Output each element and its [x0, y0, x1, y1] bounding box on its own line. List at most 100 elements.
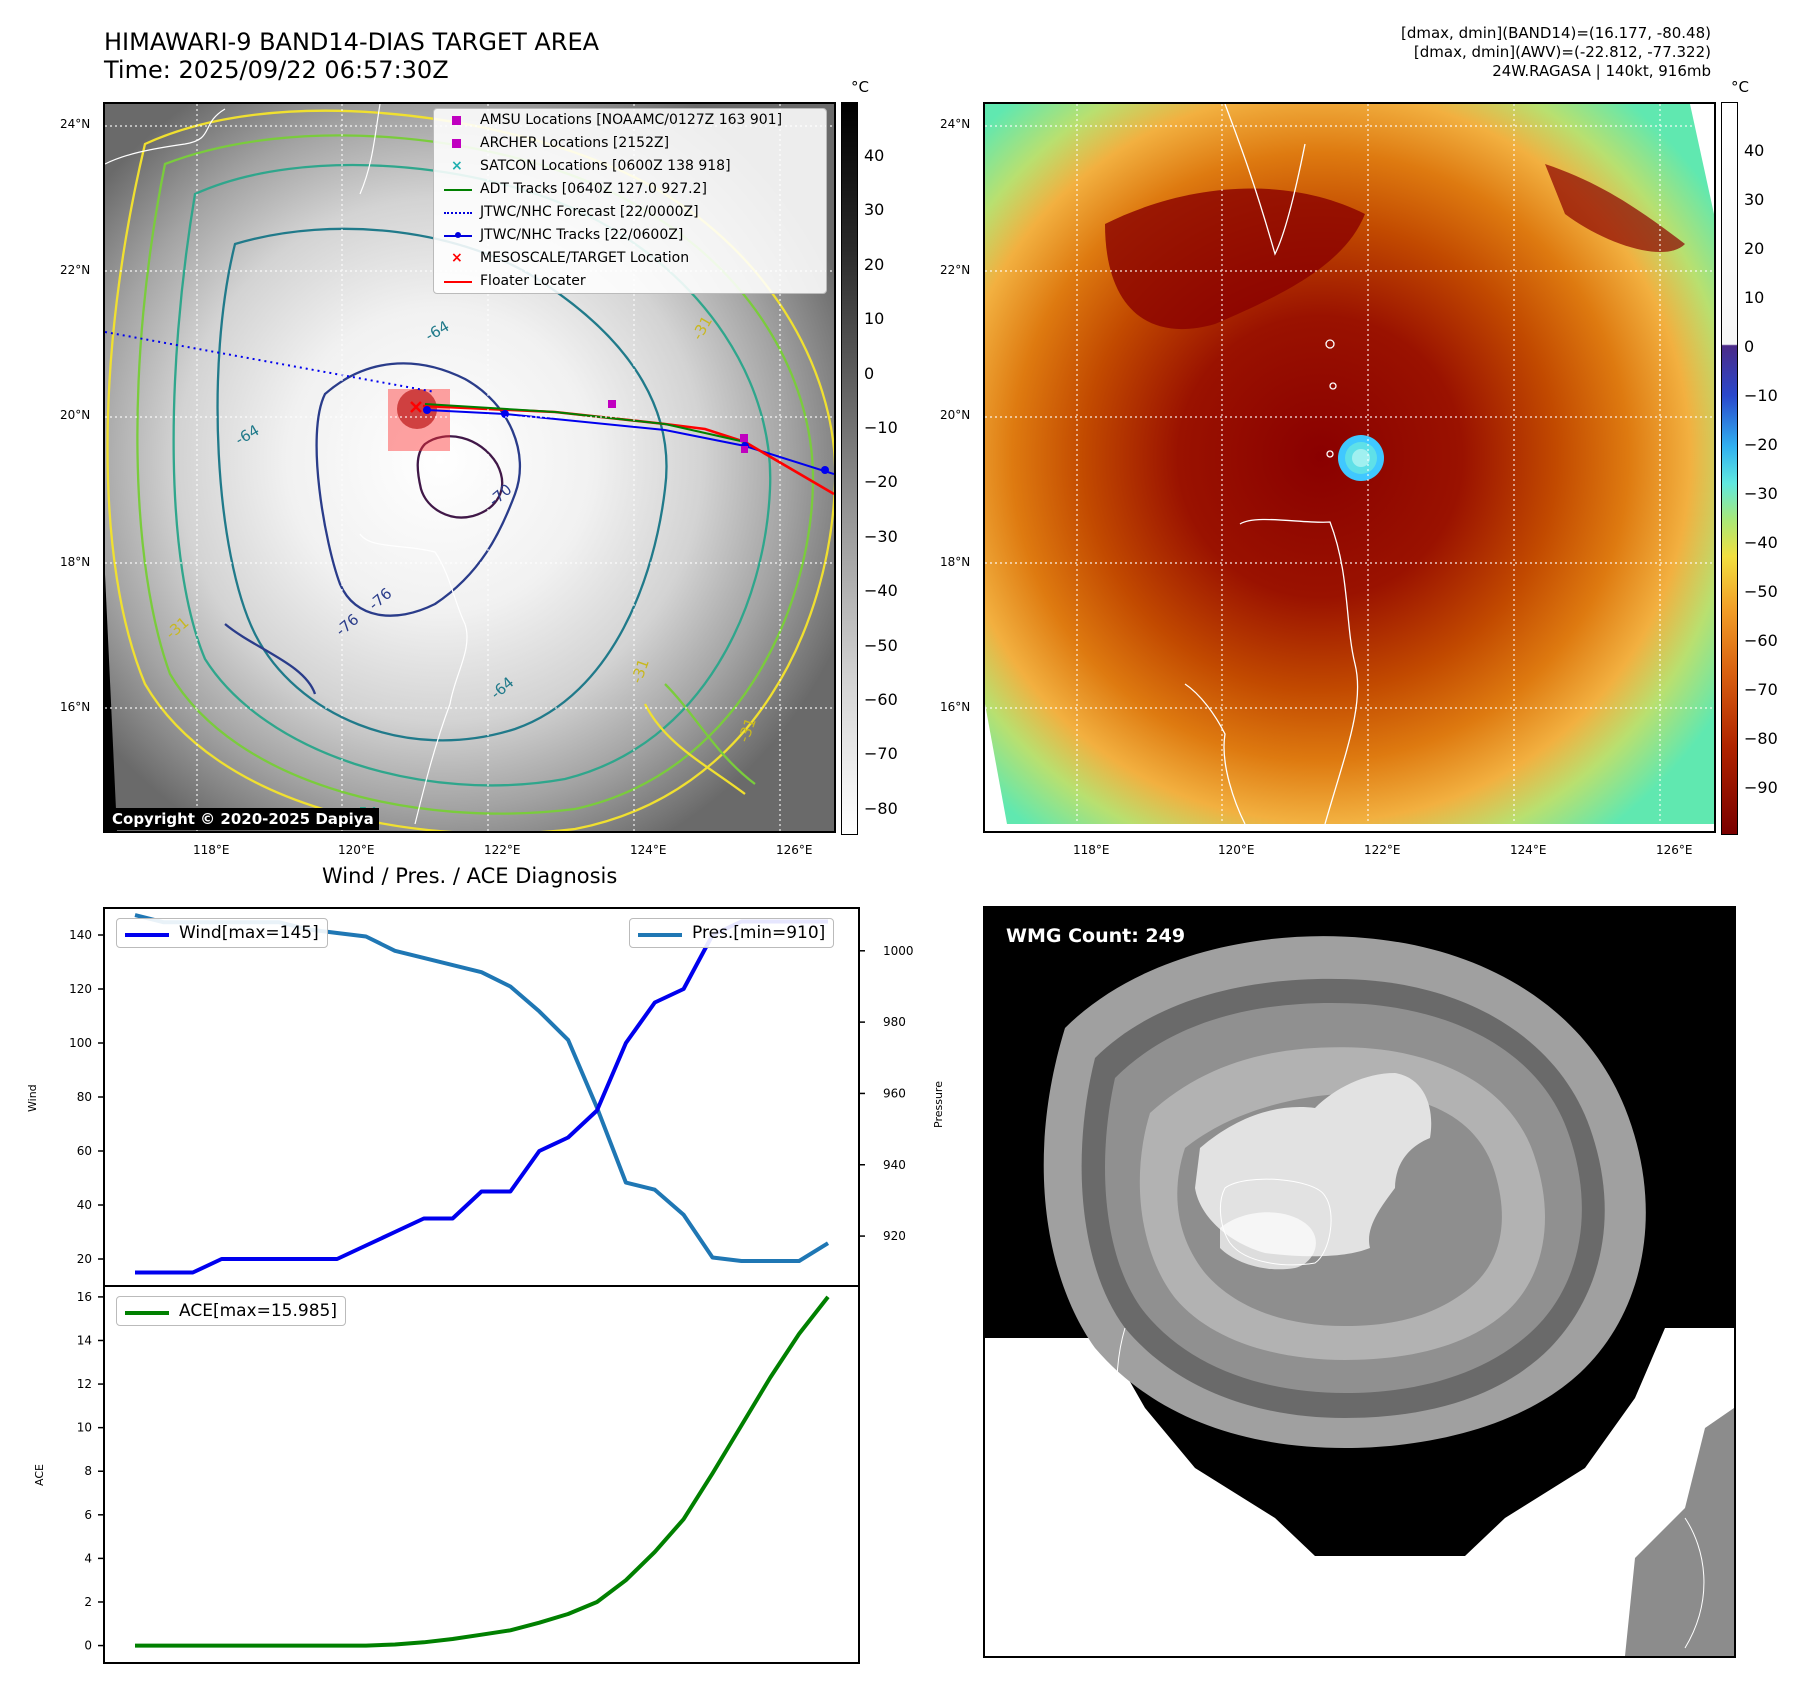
pressure-tick-label-3: 980: [883, 1015, 906, 1029]
ir-grayscale-map: -64 -64 -70 -76 -76 -64 -31 -31 -31 -54 …: [103, 102, 836, 833]
info-text-block: [dmax, dmin](BAND14)=(16.177, -80.48) [d…: [1401, 24, 1711, 81]
copyright-label: Copyright © 2020-2025 Dapiya: [107, 808, 379, 830]
right-map-lon-124: 124°E: [1510, 843, 1547, 857]
pressure-axis-title: Pressure: [932, 1081, 945, 1128]
right-colorbar-tick-7: −30: [1744, 484, 1778, 503]
legend-label-adt: ADT Tracks [0640Z 127.0 927.2]: [480, 181, 707, 197]
ir-color-map: [983, 102, 1716, 833]
right-colorbar: [1721, 102, 1738, 835]
legend-label-satcon: SATCON Locations [0600Z 138 918]: [480, 158, 731, 174]
ace-axes-frame: [103, 1285, 860, 1664]
right-map-lon-118: 118°E: [1073, 843, 1110, 857]
ace-legend-line: [125, 1311, 169, 1315]
wind-axis-title: Wind: [26, 1084, 39, 1112]
ir-color-map-graphic: [985, 104, 1714, 831]
ace-tick-label-8: 16: [77, 1290, 92, 1304]
right-colorbar-tick-6: −20: [1744, 435, 1778, 454]
left-colorbar-tick-1: 30: [864, 200, 885, 220]
pressure-tick-label-0: 920: [883, 1229, 906, 1243]
right-map-lat-20: 20°N: [940, 408, 971, 422]
legend-item-forecast: JTWC/NHC Forecast [22/0000Z]: [434, 201, 826, 224]
right-colorbar-tick-4: 0: [1744, 337, 1755, 356]
right-colorbar-tick-10: −60: [1744, 631, 1778, 650]
wmg-panel: WMG Count: 249: [983, 906, 1736, 1658]
legend-item-floater: Floater Locater: [434, 270, 826, 293]
legend-square-marker-archer: [452, 139, 461, 148]
left-map-lat-20: 20°N: [60, 408, 91, 422]
legend-item-mesoscale: × MESOSCALE/TARGET Location: [451, 250, 690, 266]
left-colorbar-tick-8: −40: [864, 581, 898, 601]
ace-axis-title: ACE: [33, 1464, 46, 1486]
left-colorbar-tick-12: −80: [864, 798, 898, 818]
left-map-lon-120: 120°E: [338, 843, 375, 857]
legend-line-floater: [444, 281, 472, 283]
info-line-band14: [dmax, dmin](BAND14)=(16.177, -80.48): [1400, 24, 1711, 42]
right-colorbar-tick-8: −40: [1744, 533, 1778, 552]
pressure-tick-label-1: 940: [883, 1158, 906, 1172]
wind-legend-line: [125, 933, 169, 937]
left-map-lon-122: 122°E: [484, 843, 521, 857]
ace-tick-label-7: 14: [77, 1333, 92, 1347]
pressure-legend-label: Pres.[min=910]: [692, 923, 826, 943]
pressure-legend: Pres.[min=910]: [629, 918, 835, 948]
legend-label-tracks: JTWC/NHC Tracks [22/0600Z]: [480, 227, 684, 243]
left-colorbar-tick-10: −60: [864, 690, 898, 709]
wind-tick-label-0: 20: [77, 1252, 92, 1266]
ace-tick-label-2: 4: [84, 1551, 92, 1565]
info-line-storm: 24W.RAGASA | 140kt, 916mb: [1492, 62, 1711, 80]
ace-tick-label-6: 12: [77, 1377, 92, 1391]
wmg-graphic: [985, 936, 1734, 1656]
right-colorbar-tick-13: −90: [1744, 778, 1778, 797]
wind-pressure-axes-frame: [103, 907, 860, 1287]
legend-dotted-line-forecast: [444, 212, 472, 214]
legend-label-floater: Floater Locater: [480, 273, 586, 289]
right-colorbar-tick-12: −80: [1744, 729, 1778, 748]
right-map-lat-18: 18°N: [940, 555, 971, 569]
right-map-lon-122: 122°E: [1364, 843, 1401, 857]
wind-legend: Wind[max=145]: [116, 918, 328, 948]
left-colorbar-tick-3: 10: [864, 309, 885, 329]
wind-legend-label: Wind[max=145]: [179, 923, 319, 943]
left-colorbar: [841, 102, 858, 835]
legend-label-archer: ARCHER Locations [2152Z]: [480, 135, 670, 151]
wind-tick-label-3: 80: [77, 1090, 92, 1104]
right-map-lon-120: 120°E: [1218, 843, 1255, 857]
right-colorbar-tick-2: 20: [1744, 239, 1765, 258]
legend-item-satcon: × SATCON Locations [0600Z 138 918]: [451, 158, 731, 174]
ace-tick-label-4: 8: [84, 1464, 92, 1478]
wind-tick-label-4: 100: [69, 1036, 92, 1050]
ace-legend-label: ACE[max=15.985]: [179, 1301, 337, 1321]
wind-tick-label-2: 60: [77, 1144, 92, 1158]
left-map-lat-16: 16°N: [60, 700, 91, 714]
pressure-tick-label-4: 1000: [883, 944, 914, 958]
legend-item-adt: ADT Tracks [0640Z 127.0 927.2]: [434, 178, 826, 201]
pressure-tick-label-2: 960: [883, 1086, 906, 1100]
ace-tick-label-1: 2: [84, 1595, 92, 1609]
wind-tick-label-1: 40: [77, 1198, 92, 1212]
ace-tick-label-3: 6: [84, 1508, 92, 1522]
left-map-lat-18: 18°N: [60, 555, 91, 569]
legend-dot-tracks: [455, 232, 461, 238]
left-colorbar-unit: °C: [851, 78, 869, 96]
ace-series-line: [135, 1295, 830, 1648]
left-colorbar-tick-7: −30: [864, 526, 898, 546]
map-legend: AMSU Locations [NOAAMC/0127Z 163 901] AR…: [433, 108, 827, 294]
legend-item-amsu: AMSU Locations [NOAAMC/0127Z 163 901]: [434, 109, 826, 132]
wind-tick-label-6: 140: [69, 928, 92, 942]
left-map-lat-24: 24°N: [60, 117, 91, 131]
right-colorbar-tick-5: −10: [1744, 386, 1778, 405]
right-colorbar-tick-3: 10: [1744, 288, 1765, 307]
left-colorbar-tick-11: −70: [864, 744, 898, 764]
figure-title-line1: HIMAWARI-9 BAND14-DIAS TARGET AREA: [104, 28, 600, 56]
right-colorbar-unit: °C: [1731, 78, 1749, 96]
right-colorbar-tick-1: 30: [1744, 190, 1765, 209]
wind-tick-label-5: 120: [69, 982, 92, 996]
pressure-series-line: [134, 913, 830, 1263]
ace-tick-label-0: 0: [84, 1639, 92, 1653]
pressure-legend-line: [638, 933, 682, 937]
left-colorbar-tick-9: −50: [864, 635, 898, 655]
right-map-lat-22: 22°N: [940, 263, 971, 277]
right-map-lat-24: 24°N: [940, 117, 971, 131]
legend-label-mesoscale: MESOSCALE/TARGET Location: [480, 250, 690, 266]
right-colorbar-tick-11: −70: [1744, 680, 1778, 699]
